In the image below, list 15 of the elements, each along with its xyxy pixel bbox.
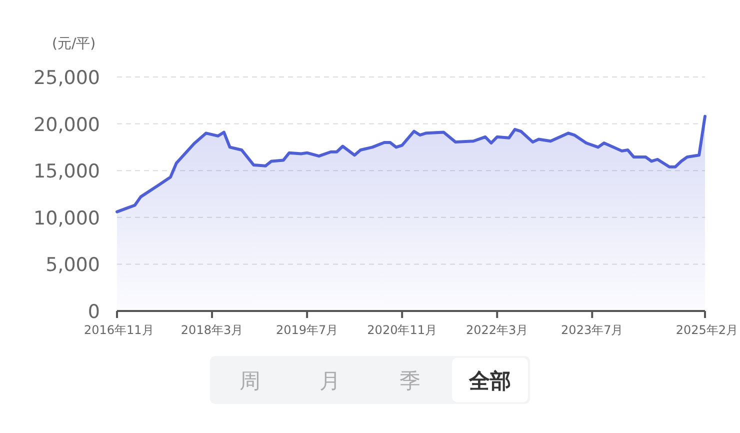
x-tick-label: 2025年2月 <box>676 323 738 337</box>
y-tick-label: 15,000 <box>34 160 100 183</box>
x-tick-label: 2018年3月 <box>180 323 244 337</box>
x-tick-label: 2023年7月 <box>561 323 624 337</box>
y-tick-label: 0 <box>88 301 100 323</box>
period-selector: 周 月 季 全部 <box>210 356 530 404</box>
y-axis-title: (元/平) <box>52 36 96 52</box>
y-tick-label: 25,000 <box>34 67 100 89</box>
x-tick-label: 2022年3月 <box>466 323 528 337</box>
x-tick-label: 2019年7月 <box>276 323 338 337</box>
y-tick-label: 20,000 <box>34 114 100 136</box>
x-tick-label: 2016年11月 <box>84 323 154 337</box>
y-tick-label: 5,000 <box>46 254 100 276</box>
x-tick-label: 2020年11月 <box>367 323 437 337</box>
y-tick-label: 10,000 <box>34 207 100 230</box>
